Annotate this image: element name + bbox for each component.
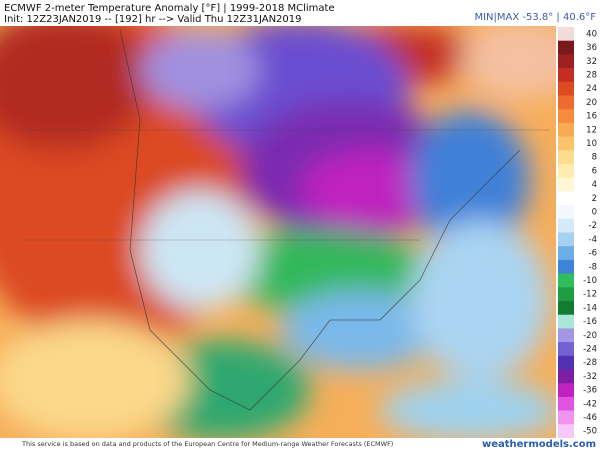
colorbar-swatch	[558, 259, 574, 274]
colorbar-label: 6	[592, 166, 597, 176]
colorbar-label: 20	[586, 98, 597, 108]
colorbar-label: 8	[592, 153, 597, 163]
footer-note: This service is based on data and produc…	[21, 440, 393, 448]
colorbar-swatch	[558, 287, 574, 302]
colorbar-swatch	[558, 95, 574, 110]
colorbar-swatch	[558, 150, 574, 165]
colorbar-label: 12	[586, 125, 597, 135]
colorbar-label: -4	[589, 235, 597, 245]
colorbar-swatch	[558, 27, 574, 41]
anomaly-map	[0, 26, 556, 438]
colorbar-label: 40	[586, 29, 597, 39]
colorbar-swatch	[558, 328, 574, 343]
colorbar-swatch	[558, 355, 574, 370]
colorbar-label: -42	[583, 399, 597, 409]
colorbar-swatch	[558, 205, 574, 220]
colorbar-swatch	[558, 301, 574, 315]
min-max: MIN|MAX -53.8° | 40.6°F	[474, 12, 596, 23]
colorbar-swatch	[558, 109, 574, 124]
colorbar: 40363228242016121086420-2-4-6-8-10-12-14…	[558, 27, 597, 439]
colorbar-swatch	[558, 164, 574, 178]
colorbar-label: -10	[583, 276, 597, 286]
colorbar-label: -24	[583, 344, 597, 354]
colorbar-swatch	[558, 136, 574, 151]
colorbar-swatch	[558, 383, 574, 398]
colorbar-swatch	[558, 54, 574, 69]
colorbar-label: -6	[589, 249, 597, 259]
colorbar-label: 24	[586, 84, 597, 94]
colorbar-swatch	[558, 396, 574, 411]
colorbar-label: -8	[589, 262, 597, 272]
colorbar-label: -50	[583, 427, 597, 437]
colorbar-swatch	[558, 410, 574, 425]
colorbar-swatch	[558, 273, 574, 288]
footer-bg	[0, 438, 600, 450]
colorbar-swatch	[558, 369, 574, 384]
colorbar-label: 0	[592, 207, 597, 217]
colorbar-label: -12	[583, 290, 597, 300]
map-init: Init: 12Z23JAN2019 -- [192] hr --> Valid…	[4, 14, 302, 25]
map-title: ECMWF 2-meter Temperature Anomaly [°F] |…	[4, 3, 335, 14]
colorbar-label: 2	[592, 194, 597, 204]
colorbar-swatch	[558, 424, 574, 439]
colorbar-swatch	[558, 218, 574, 233]
colorbar-label: 4	[592, 180, 597, 190]
colorbar-swatch	[558, 81, 574, 96]
colorbar-swatch	[558, 68, 574, 83]
colorbar-swatch	[558, 191, 574, 206]
colorbar-label: -20	[583, 331, 597, 341]
colorbar-label: 28	[586, 70, 597, 80]
colorbar-swatch	[558, 232, 574, 247]
colorbar-label: 10	[586, 139, 597, 149]
colorbar-swatch	[558, 246, 574, 261]
colorbar-label: -32	[583, 372, 597, 382]
colorbar-label: -2	[589, 221, 597, 231]
colorbar-label: -14	[583, 303, 597, 313]
colorbar-swatch	[558, 342, 574, 357]
colorbar-swatch	[558, 177, 574, 192]
colorbar-label: -46	[583, 413, 597, 423]
colorbar-swatch	[558, 40, 574, 55]
colorbar-label: -16	[583, 317, 597, 327]
colorbar-label: -36	[583, 386, 597, 396]
colorbar-swatch	[558, 314, 574, 329]
colorbar-label: -28	[583, 358, 597, 368]
colorbar-label: 36	[586, 43, 597, 53]
brand: weathermodels.com	[482, 439, 596, 450]
colorbar-label: 16	[586, 112, 597, 122]
colorbar-swatch	[558, 122, 574, 137]
colorbar-label: 32	[586, 57, 597, 67]
